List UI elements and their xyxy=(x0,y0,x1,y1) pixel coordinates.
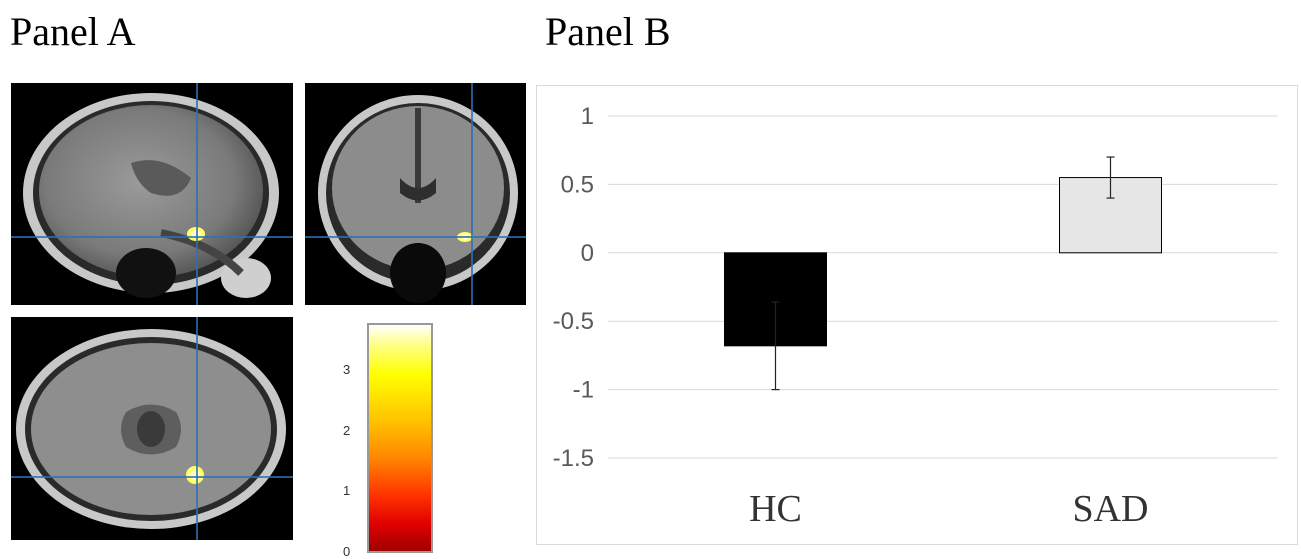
x-tick-label: SAD xyxy=(1072,488,1148,530)
y-tick-label: -1 xyxy=(573,377,594,404)
colorbar-tick: 1 xyxy=(343,483,351,499)
mri-coronal-slice xyxy=(305,83,526,305)
mri-axial-slice xyxy=(11,317,293,540)
mri-sagittal-slice xyxy=(11,83,293,305)
colorbar-gradient xyxy=(367,323,433,553)
y-tick-label: 1 xyxy=(581,103,594,130)
colorbar-tick: 0 xyxy=(343,544,351,559)
colorbar-tick: 3 xyxy=(343,362,351,378)
bar-chart: 1 0.5 0 -0.5 -1 -1.5 HC SAD xyxy=(553,103,1278,530)
y-tick-label: 0.5 xyxy=(561,171,594,198)
colorbar-panel: 3 2 1 0 xyxy=(305,317,526,559)
x-tick-label: HC xyxy=(749,488,802,530)
y-tick-label: -1.5 xyxy=(553,445,594,472)
panel-b-title: Panel B xyxy=(545,9,671,54)
y-tick-label: -0.5 xyxy=(553,308,594,335)
y-tick-label: 0 xyxy=(581,240,594,267)
chart-frame xyxy=(536,85,1298,545)
panel-a-title: Panel A xyxy=(10,9,136,54)
colorbar-tick: 2 xyxy=(343,422,351,438)
